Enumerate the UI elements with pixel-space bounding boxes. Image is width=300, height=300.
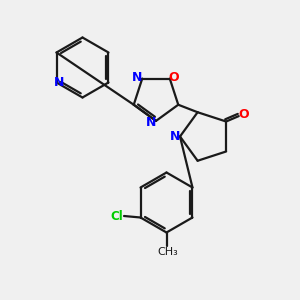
Text: N: N (53, 76, 64, 89)
Text: O: O (168, 70, 179, 84)
Text: N: N (132, 70, 142, 84)
Text: O: O (239, 108, 249, 121)
Text: N: N (170, 130, 180, 143)
Text: Cl: Cl (110, 209, 123, 223)
Text: CH₃: CH₃ (158, 247, 178, 257)
Text: N: N (146, 116, 156, 129)
